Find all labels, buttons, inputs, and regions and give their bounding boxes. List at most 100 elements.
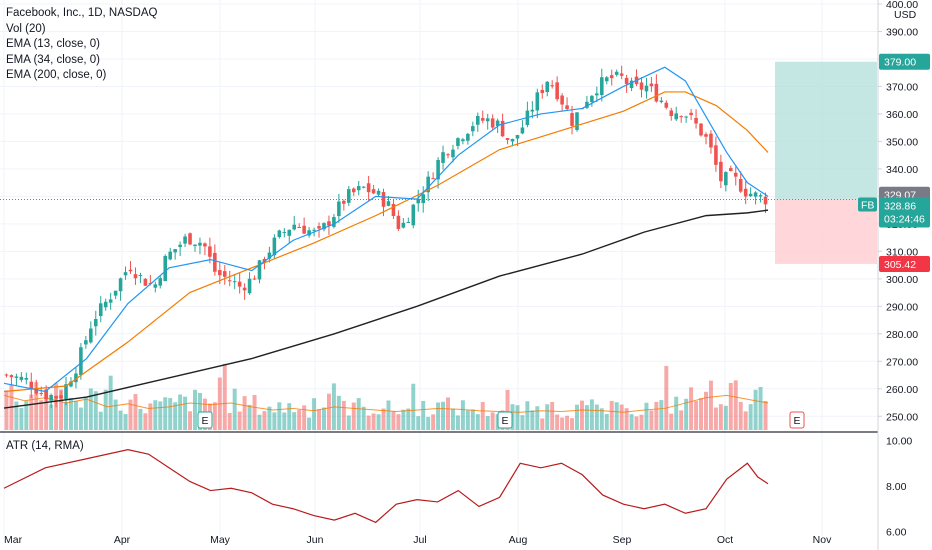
price-tick-label: 370.00 xyxy=(886,81,918,93)
candle-body xyxy=(758,195,763,197)
candle-body xyxy=(317,226,321,229)
month-label: Apr xyxy=(114,534,131,546)
volume-bar xyxy=(594,404,599,430)
volume-bar xyxy=(743,411,748,430)
volume-bar xyxy=(252,395,257,430)
candle-body xyxy=(287,229,292,236)
volume-bar xyxy=(584,405,589,430)
volume-bar xyxy=(515,405,520,430)
ema13-line xyxy=(3,66,769,393)
volume-bar xyxy=(406,408,411,430)
candle-body xyxy=(639,82,644,90)
volume-ma-line xyxy=(3,394,769,413)
volume-bar xyxy=(153,400,158,430)
volume-bar xyxy=(277,402,282,430)
candle-body xyxy=(89,328,93,343)
candle-body xyxy=(515,135,520,139)
candle-body xyxy=(138,275,143,277)
candle-body xyxy=(69,381,73,387)
candle-body xyxy=(585,101,589,108)
candle-body xyxy=(366,183,371,193)
legend-ema34[interactable]: EMA (34, close, 0) xyxy=(6,53,100,66)
candle-body xyxy=(480,118,485,121)
candle-body xyxy=(753,192,758,197)
volume-bar xyxy=(83,396,88,430)
volume-bar xyxy=(579,400,584,430)
volume-bar xyxy=(431,414,436,430)
candle-body xyxy=(307,230,311,236)
candle-body xyxy=(520,127,525,134)
currency-bg xyxy=(892,8,922,21)
candle-body xyxy=(54,396,58,399)
candle-body xyxy=(277,230,282,238)
candle-body xyxy=(34,389,39,394)
price-tick-label: 300.00 xyxy=(886,274,918,286)
candle-body xyxy=(719,161,723,182)
candle-body xyxy=(49,394,53,401)
candle-body xyxy=(227,280,232,282)
price-tick-label: 270.00 xyxy=(886,356,918,368)
candle-body xyxy=(619,73,624,76)
atr-legend[interactable]: ATR (14, RMA) xyxy=(6,440,84,452)
candle-body xyxy=(545,81,550,93)
legend-vol[interactable]: Vol (20) xyxy=(6,22,46,35)
candle-body xyxy=(128,269,133,272)
candle-body xyxy=(495,120,500,126)
volume-bar xyxy=(312,398,317,430)
month-label: Nov xyxy=(813,534,832,546)
volume-bar xyxy=(73,400,78,430)
candle-body xyxy=(684,116,688,118)
price-tick-label: 390.00 xyxy=(886,26,918,38)
volume-bar xyxy=(599,408,604,430)
volume-bar xyxy=(267,406,272,430)
candle-body xyxy=(510,138,515,142)
candle-body xyxy=(560,95,564,105)
volume-bar xyxy=(555,414,560,430)
candle-body xyxy=(232,281,237,283)
volume-bar xyxy=(361,406,366,430)
earnings-marker-label: E xyxy=(201,415,208,427)
candle-body xyxy=(466,133,470,141)
volume-bar xyxy=(763,401,768,430)
volume-bar xyxy=(619,404,624,430)
volume-bar xyxy=(510,404,515,430)
legend-ema13[interactable]: EMA (13, close, 0) xyxy=(6,38,100,50)
volume-bar xyxy=(465,410,470,430)
legend-ema200[interactable]: EMA (200, close, 0) xyxy=(6,69,107,81)
volume-bar xyxy=(455,415,460,430)
candle-body xyxy=(252,278,257,280)
volume-bar xyxy=(386,400,391,430)
earnings-marker-label: E xyxy=(793,415,800,427)
atr-line xyxy=(3,449,769,524)
candle-body xyxy=(198,242,202,246)
candle-body xyxy=(649,83,654,87)
countdown-text: 03:24:46 xyxy=(884,214,925,226)
volume-bar xyxy=(242,396,247,430)
candle-body xyxy=(590,95,594,103)
legend-title[interactable]: Facebook, Inc., 1D, NASDAQ xyxy=(6,7,158,19)
candle-body xyxy=(173,249,177,253)
volume-bar xyxy=(733,380,738,430)
volume-bar xyxy=(222,363,227,430)
candle-body xyxy=(689,112,693,116)
volume-bar xyxy=(34,382,39,430)
volume-bar xyxy=(684,398,689,430)
volume-bar xyxy=(490,412,495,430)
volume-bar xyxy=(376,414,381,430)
volume-bar xyxy=(29,394,34,430)
candle-body xyxy=(401,222,406,228)
candle-body xyxy=(595,93,599,96)
volume-bar xyxy=(163,397,168,430)
candle-body xyxy=(312,229,316,231)
candle-body xyxy=(39,393,43,395)
candle-body xyxy=(267,252,272,259)
volume-bar xyxy=(401,409,406,430)
candle-body xyxy=(600,77,604,96)
candle-body xyxy=(748,193,753,197)
volume-bar xyxy=(44,389,49,430)
candle-body xyxy=(436,159,440,180)
volume-bar xyxy=(520,415,525,430)
candle-body xyxy=(709,133,713,148)
